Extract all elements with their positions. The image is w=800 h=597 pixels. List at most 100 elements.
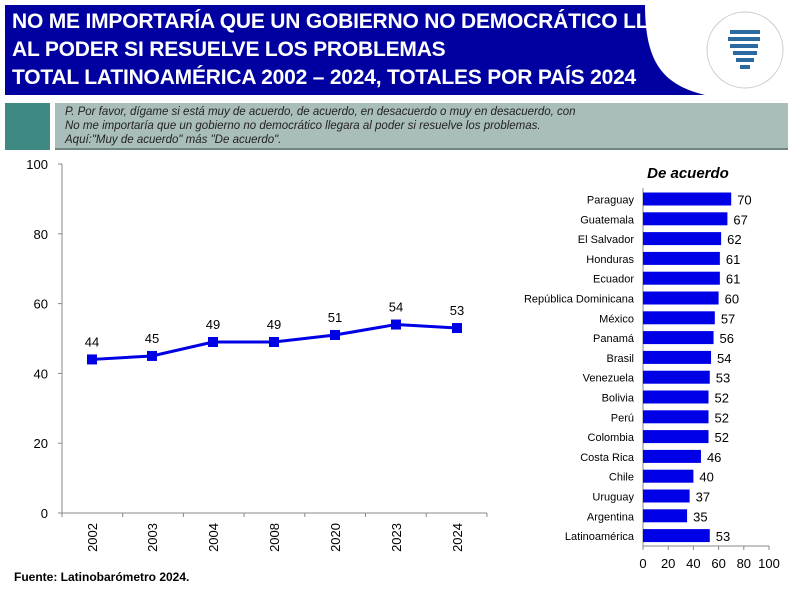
bar [643, 430, 709, 444]
question-line-1: P. Por favor, dígame si está muy de acue… [65, 106, 576, 118]
x-tick-label: 2002 [85, 523, 100, 552]
bar-category-label: Costa Rica [580, 452, 635, 464]
latinobarometro-logo [706, 11, 784, 89]
data-label: 49 [267, 317, 281, 332]
bar-category-label: México [599, 313, 634, 325]
data-label: 44 [85, 334, 99, 349]
bar-category-label: República Dominicana [524, 294, 635, 306]
bar-category-label: El Salvador [578, 234, 635, 246]
bar-x-tick-label: 20 [661, 556, 675, 571]
bar-value-label: 54 [717, 351, 731, 366]
bar [643, 232, 722, 246]
bar-value-label: 53 [716, 529, 730, 544]
bar-value-label: 53 [716, 371, 730, 386]
bar [643, 509, 688, 523]
y-tick-label: 80 [34, 227, 48, 242]
bar-category-label: Ecuador [593, 274, 634, 286]
title-line-1: NO ME IMPORTARÍA QUE UN GOBIERNO NO DEMO… [12, 10, 724, 33]
y-tick-label: 0 [41, 506, 48, 521]
source-note: Fuente: Latinobarómetro 2024. [14, 570, 190, 584]
bar-category-label: Uruguay [592, 492, 634, 504]
x-tick-label: 2023 [389, 523, 404, 552]
bar-value-label: 52 [715, 410, 729, 425]
question-box: P. Por favor, dígame si está muy de acue… [55, 103, 788, 150]
data-point [208, 336, 218, 347]
data-point [147, 350, 157, 361]
bar-category-label: Perú [611, 412, 634, 424]
title-line-3: TOTAL LATINOAMÉRICA 2002 – 2024, TOTALES… [12, 66, 637, 89]
bar-category-label: Brasil [606, 353, 634, 365]
bar-value-label: 52 [715, 391, 729, 406]
bar-category-label: Paraguay [587, 195, 635, 207]
bar [643, 410, 709, 424]
bar-category-label: Colombia [588, 432, 635, 444]
data-label: 49 [206, 317, 220, 332]
y-tick-label: 60 [34, 297, 48, 312]
bar-value-label: 40 [699, 470, 713, 485]
bar [643, 390, 709, 404]
question-line-3: Aquí:"Muy de acuerdo" más "De acuerdo". [65, 134, 282, 146]
bar-value-label: 57 [721, 311, 735, 326]
bar-category-label: Panamá [593, 333, 635, 345]
bar [643, 350, 712, 364]
bar-category-label: Honduras [586, 254, 634, 266]
data-label: 54 [389, 300, 403, 315]
data-label: 51 [328, 310, 342, 325]
x-tick-label: 2024 [450, 523, 465, 552]
bar-category-label: Guatemala [580, 214, 635, 226]
title-line-2: AL PODER SI RESUELVE LOS PROBLEMAS [12, 38, 446, 61]
bar [643, 212, 728, 226]
bar-x-tick-label: 60 [711, 556, 725, 571]
data-point [330, 330, 340, 341]
bar-category-label: Bolivia [602, 393, 635, 405]
bar-x-tick-label: 40 [686, 556, 700, 571]
question-marker [5, 103, 50, 150]
bar-value-label: 37 [696, 490, 710, 505]
data-label: 53 [450, 303, 464, 318]
data-label: 45 [145, 331, 159, 346]
bar [643, 529, 710, 543]
bar-category-label: Chile [609, 472, 634, 484]
bar-chart-title: De acuerdo [647, 165, 729, 182]
bar-x-tick-label: 80 [737, 556, 751, 571]
bar [643, 489, 690, 503]
bar-value-label: 52 [715, 430, 729, 445]
x-tick-label: 2008 [267, 523, 282, 552]
title-banner [5, 5, 705, 95]
bar [643, 251, 720, 265]
bar [643, 271, 720, 285]
bar-category-label: Argentina [587, 511, 635, 523]
bar-value-label: 70 [737, 193, 751, 208]
bar-value-label: 61 [726, 272, 740, 287]
bar [643, 192, 732, 206]
bar [643, 370, 710, 384]
bar-category-label: Venezuela [583, 373, 635, 385]
x-tick-label: 2004 [206, 523, 221, 552]
bar [643, 469, 694, 483]
data-point [87, 354, 97, 365]
x-tick-label: 2020 [328, 523, 343, 552]
question-line-2: No me importaría que un gobierno no demo… [65, 120, 541, 132]
data-point [269, 336, 279, 347]
bar-x-tick-label: 0 [639, 556, 646, 571]
bar [643, 449, 701, 463]
bar-value-label: 46 [707, 450, 721, 465]
x-tick-label: 2003 [145, 523, 160, 552]
bar-value-label: 62 [727, 232, 741, 247]
data-point [391, 319, 401, 330]
bar [643, 291, 719, 305]
bar [643, 331, 714, 345]
bar-value-label: 56 [720, 331, 734, 346]
bar-category-label: Latinoamérica [565, 531, 635, 543]
data-point [452, 323, 462, 334]
y-tick-label: 100 [26, 157, 48, 172]
bar [643, 311, 715, 325]
y-tick-label: 20 [34, 436, 48, 451]
bar-value-label: 60 [725, 292, 739, 307]
bar-value-label: 35 [693, 509, 707, 524]
bar-x-tick-label: 100 [758, 556, 780, 571]
y-tick-label: 40 [34, 366, 48, 381]
bar-value-label: 61 [726, 252, 740, 267]
bar-value-label: 67 [733, 212, 747, 227]
